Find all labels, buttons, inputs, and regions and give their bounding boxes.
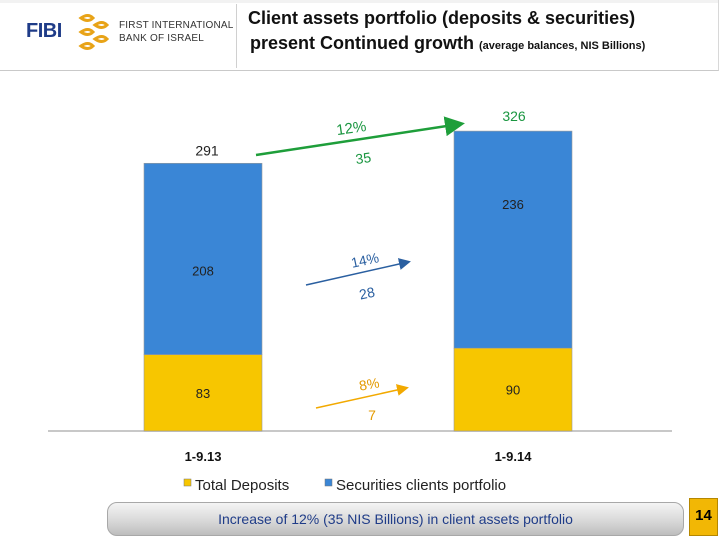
data-label-securities-0: 208 bbox=[192, 263, 214, 278]
summary-banner: Increase of 12% (35 NIS Billions) in cli… bbox=[107, 502, 684, 536]
header-top-bar bbox=[0, 0, 718, 3]
slide-title-line2: present Continued growth (average balanc… bbox=[250, 33, 645, 54]
legend-swatch-securities bbox=[324, 478, 333, 487]
summary-banner-text: Increase of 12% (35 NIS Billions) in cli… bbox=[218, 511, 573, 527]
securities-growth-diff: 28 bbox=[358, 284, 377, 303]
bank-name-line2: BANK OF ISRAEL bbox=[119, 33, 205, 44]
data-label-deposits-1: 90 bbox=[506, 383, 520, 398]
deposits-growth-diff: 7 bbox=[368, 407, 376, 423]
legend-label-deposits: Total Deposits bbox=[195, 477, 289, 494]
bar-securities-1 bbox=[453, 130, 573, 349]
page-number: 14 bbox=[695, 507, 712, 524]
stacked-bar-chart: 83 208 1-9.13 90 236 1-9.14 291 326 12% 35 14% 28 8%… bbox=[48, 108, 672, 494]
total-growth-arrow bbox=[255, 116, 465, 157]
total-growth-diff: 35 bbox=[354, 149, 372, 167]
bar-securities-0 bbox=[143, 162, 263, 355]
slide-title-line1: Client assets portfolio (deposits & secu… bbox=[248, 8, 636, 28]
securities-growth-pct: 14% bbox=[350, 249, 381, 270]
x-tick-label-0: 1-9.13 bbox=[185, 449, 222, 464]
bar-deposits-0 bbox=[143, 354, 263, 432]
slide-header: FIBI FIRST INTERNATIONAL BANK OF ISRAEL … bbox=[0, 0, 719, 71]
total-label-1: 326 bbox=[502, 108, 526, 124]
deposits-growth-arrow bbox=[315, 384, 409, 409]
legend-label-securities: Securities clients portfolio bbox=[336, 477, 506, 494]
deposits-growth-pct: 8% bbox=[358, 374, 381, 393]
slide-title-main: present Continued growth bbox=[250, 33, 474, 53]
x-tick-label-1: 1-9.14 bbox=[495, 449, 533, 464]
bank-logo-icon bbox=[78, 14, 110, 50]
fibi-logo-text: FIBI bbox=[26, 20, 62, 42]
data-label-securities-1: 236 bbox=[502, 197, 524, 212]
total-label-0: 291 bbox=[195, 142, 219, 158]
page-number-badge: 14 bbox=[689, 498, 718, 536]
slide-title-note: (average balances, NIS Billions) bbox=[479, 40, 646, 52]
bank-name-line1: FIRST INTERNATIONAL bbox=[119, 20, 234, 31]
total-growth-pct: 12% bbox=[335, 118, 367, 139]
legend-swatch-deposits bbox=[183, 478, 192, 487]
data-label-deposits-0: 83 bbox=[196, 386, 210, 401]
securities-growth-arrow bbox=[305, 258, 411, 286]
header-separator bbox=[236, 4, 237, 68]
